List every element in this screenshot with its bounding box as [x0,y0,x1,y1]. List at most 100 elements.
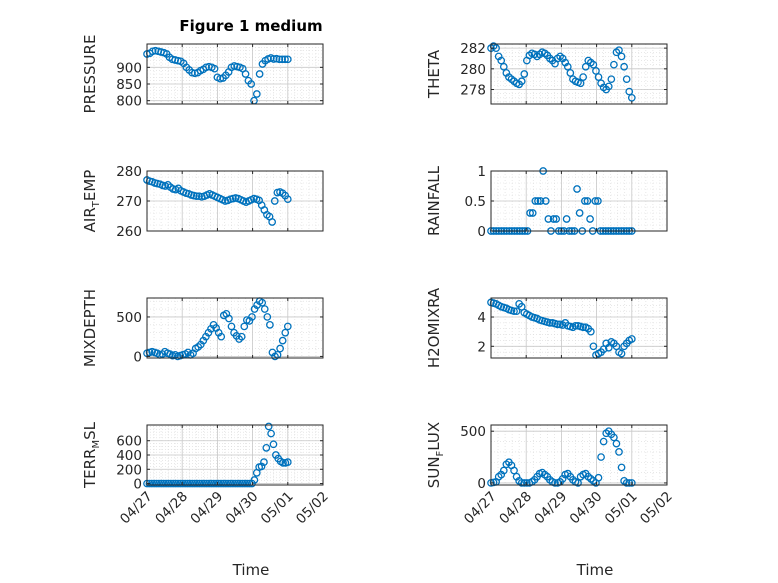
y-tick-label: 2 [477,339,486,355]
x-axis-label-right: Time [576,561,614,579]
data-point [517,77,526,86]
data-point [205,479,213,488]
data-point [510,307,518,316]
data-point [586,215,594,223]
y-axis-label: AIRTEMP [81,170,102,233]
data-point [552,215,561,223]
y-tick-label: 260 [116,224,142,240]
data-point [200,479,209,488]
data-point [243,479,252,488]
y-tick-label: 1 [477,164,486,180]
chart-panel-6: 2 4 H2OMIXRA [425,287,668,368]
data-point [174,479,182,488]
data-point [176,479,185,488]
data-point [551,479,559,487]
data-point [224,479,232,488]
data-point [279,459,287,467]
x-axis-label-left: Time [232,561,270,579]
data-point [586,327,595,336]
data-point [625,479,634,487]
data-point [536,197,545,205]
chart-panel-2: 278 280 282 THETA [425,41,668,105]
y-tick-label: 280 [116,164,142,180]
data-point [214,479,223,488]
y-tick-label: 0 [133,477,142,493]
data-point [576,79,585,88]
data-point [164,479,173,488]
data-point [281,55,289,64]
data-point [562,215,571,223]
plot-area [491,425,667,485]
data-point [252,90,261,98]
y-tick-label: 850 [116,77,142,93]
data-point [615,448,623,456]
y-tick-label: 800 [116,94,142,110]
data-point [250,476,259,484]
y-axis-label: THETA [425,49,443,99]
data-point [210,64,219,73]
data-point [599,437,608,446]
chart-panel-4: 0 0.5 1 RAINFALL [425,164,668,240]
data-point [612,439,621,448]
data-point [263,313,272,321]
plot-area [147,298,323,358]
data-point [546,319,554,327]
data-point [617,463,626,472]
data-point [240,479,249,488]
data-point [178,479,187,488]
data-point [617,52,626,61]
data-point [145,479,154,488]
data-point [229,479,237,488]
data-point [597,453,605,461]
data-point [225,314,233,323]
data-point [276,344,284,353]
y-tick-label: 278 [460,83,486,99]
data-point [212,479,221,488]
y-tick-label: 900 [116,60,142,76]
data-point [528,209,537,217]
data-point [544,215,553,223]
data-point [269,55,278,63]
data-point [604,82,613,91]
data-point [186,479,194,488]
data-point [188,479,197,488]
y-axis-label: MIXDEPTH [81,289,99,367]
data-point [283,458,292,466]
y-axis-label: RAINFALL [425,165,443,236]
data-point [266,320,274,329]
y-axis-label: SUNFLUX [425,422,446,488]
data-point [264,422,273,431]
data-point [171,479,180,488]
data-point [227,322,236,331]
data-point [275,55,284,64]
y-tick-label: 282 [460,41,486,57]
data-point [150,479,159,488]
plot-area [491,298,667,358]
y-tick-label: 200 [116,462,142,478]
data-point [231,479,240,488]
data-point [627,479,636,487]
plot-area [491,44,667,104]
data-point [255,70,264,78]
data-point [579,323,588,332]
data-point [217,332,226,341]
data-point [574,479,582,487]
data-point [283,195,292,204]
data-point [283,55,292,64]
data-point [625,87,634,96]
data-point [583,197,592,205]
data-point [620,62,628,71]
data-point [563,62,572,71]
data-point [260,458,268,466]
y-tick-label: 500 [116,310,142,326]
data-point [510,466,518,475]
data-point [512,307,521,316]
data-point [622,479,631,487]
data-point [579,73,588,81]
data-point [607,75,616,84]
data-point [499,62,508,71]
data-point [281,328,290,337]
data-point [260,305,269,313]
